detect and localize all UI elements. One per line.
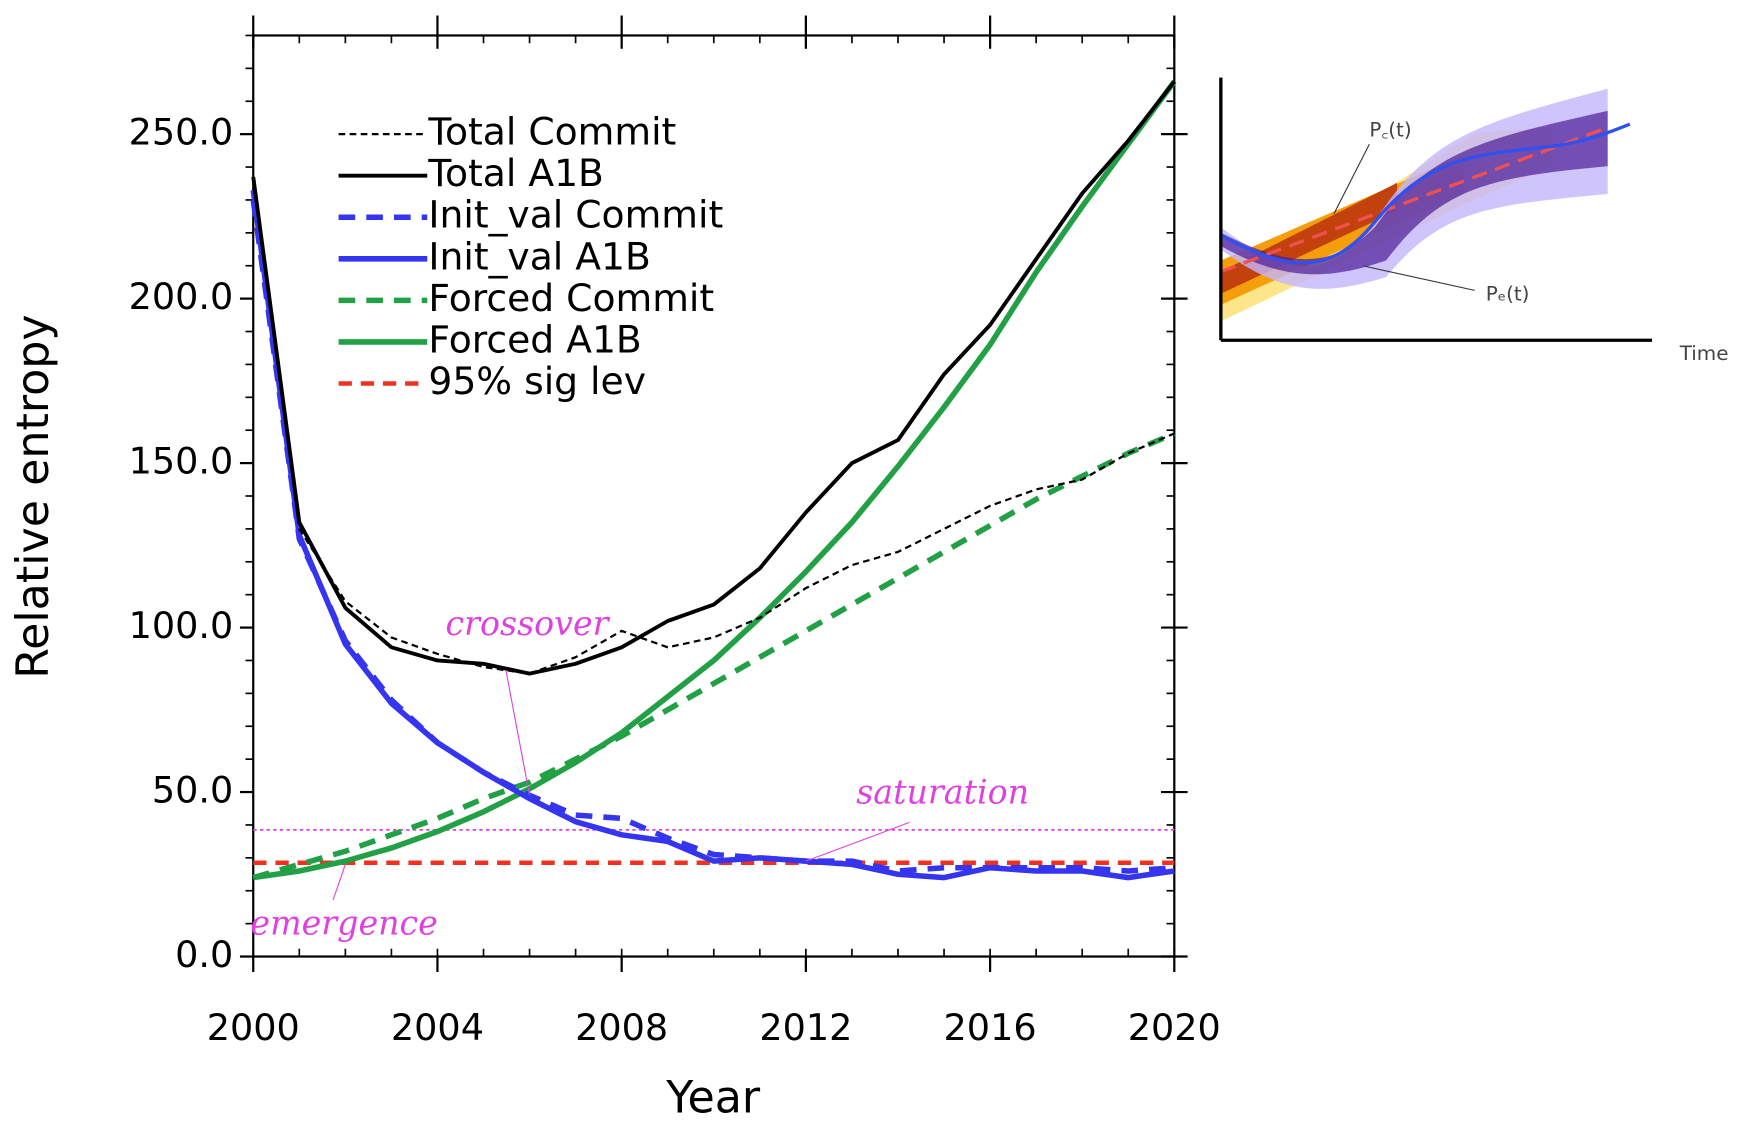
y-tick-label: 50.0 bbox=[152, 769, 233, 812]
legend-label: Total A1B bbox=[427, 151, 604, 195]
annotation: saturation bbox=[856, 773, 1029, 812]
x-tick-label: 2000 bbox=[207, 1006, 300, 1049]
annotation: emergence bbox=[250, 903, 437, 942]
y-tick-label: 0.0 bbox=[175, 933, 233, 976]
x-tick-label: 2008 bbox=[575, 1006, 668, 1049]
inset-line bbox=[1220, 122, 1631, 265]
x-tick-label: 2004 bbox=[391, 1006, 484, 1049]
y-tick-label: 150.0 bbox=[129, 440, 234, 483]
plot-frame bbox=[252, 34, 1176, 958]
inset-label: P꜀(t) bbox=[1369, 117, 1411, 141]
x-axis-label: Year bbox=[665, 1073, 761, 1124]
y-tick-label: 100.0 bbox=[129, 604, 234, 647]
legend-label: Init_val A1B bbox=[428, 234, 650, 278]
annotation-leader bbox=[805, 821, 910, 862]
legend-label: Forced A1B bbox=[428, 317, 641, 361]
inset: P꜀(t) Pₑ(t) Time bbox=[1219, 77, 1729, 365]
annotation-leader bbox=[332, 864, 346, 901]
x-tick-label: 2012 bbox=[759, 1006, 852, 1049]
y-tick-label: 250.0 bbox=[129, 111, 234, 154]
series-line bbox=[252, 79, 1177, 881]
inset-line bbox=[1220, 125, 1609, 274]
legend-label: Forced Commit bbox=[428, 276, 714, 320]
legend-label: Total Commit bbox=[427, 110, 676, 154]
inset-leader bbox=[1333, 143, 1370, 215]
annotation-leader bbox=[505, 670, 531, 796]
inset-label: Pₑ(t) bbox=[1486, 281, 1530, 305]
series-line bbox=[251, 80, 1176, 676]
inset-leader bbox=[1363, 265, 1475, 291]
y-tick-label: 200.0 bbox=[129, 275, 234, 318]
x-tick-label: 2016 bbox=[944, 1006, 1037, 1049]
annotation: crossover bbox=[445, 604, 610, 643]
y-axis-label: Relative entropy bbox=[8, 314, 59, 678]
series-line bbox=[250, 189, 1175, 881]
series-line bbox=[252, 176, 1175, 675]
inset-label: Time bbox=[1679, 341, 1729, 365]
legend-label: Init_val Commit bbox=[428, 193, 723, 237]
series-line bbox=[252, 430, 1176, 881]
x-tick-label: 2020 bbox=[1128, 1006, 1221, 1049]
legend-label: 95% sig lev bbox=[428, 359, 646, 403]
